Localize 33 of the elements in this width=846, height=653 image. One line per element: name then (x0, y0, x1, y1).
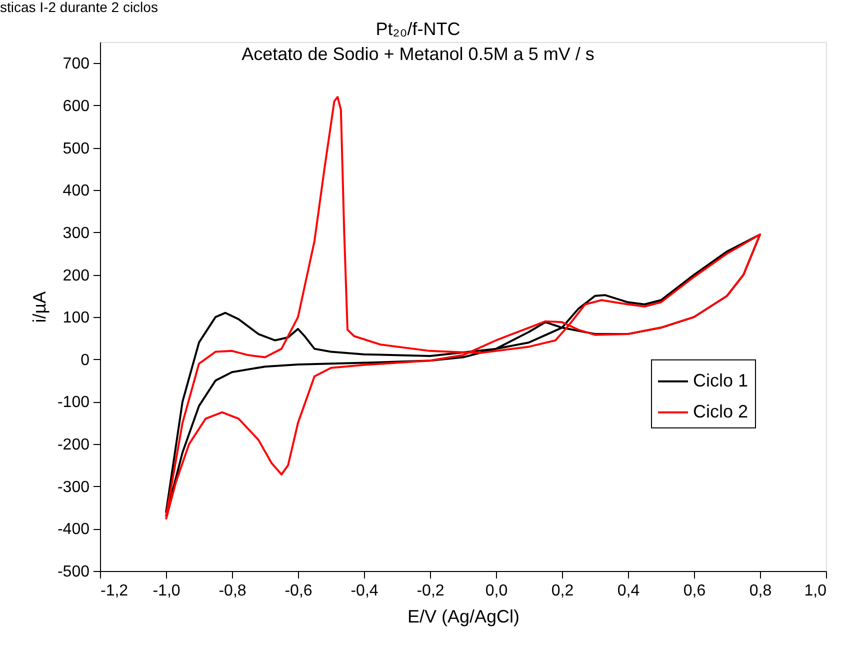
x-tick-label: 0,0 (485, 582, 508, 600)
x-tick-label: 0,4 (617, 582, 640, 600)
legend-label: Ciclo 2 (693, 401, 748, 422)
x-tick-label: -0,2 (416, 582, 444, 600)
line-series (165, 96, 761, 520)
y-tick-label: -100 (57, 394, 90, 412)
x-tick-label: -0,4 (350, 582, 378, 600)
y-tick-label: -400 (57, 521, 90, 538)
y-tick-label: 300 (62, 224, 90, 242)
x-tick-label: 0,6 (683, 582, 706, 600)
x-tick-label: 0,2 (551, 582, 574, 600)
chart-subtitle: Acetato de Sodio + Metanol 0.5M a 5 mV / s (242, 44, 594, 64)
y-tick-label: 500 (62, 140, 90, 158)
y-tick-label: 0 (80, 352, 90, 369)
x-tick-label: -0,8 (218, 582, 246, 600)
x-tick-label: 0,8 (749, 582, 772, 600)
y-tick-label: -500 (57, 564, 90, 580)
y-tick-label: 200 (62, 267, 90, 284)
x-tick-label: 1,0 (804, 582, 827, 600)
x-tick-label: -1,2 (100, 582, 128, 600)
x-axis-title: E/V (Ag/AgCl) (407, 606, 520, 626)
y-axis-title: i/µA (29, 291, 50, 323)
y-tick-label: -200 (57, 436, 90, 454)
y-tick-label: 100 (62, 310, 90, 327)
y-tick-label: 600 (62, 98, 90, 115)
legend-label: Ciclo 1 (693, 370, 748, 390)
chart-title: Pt₂₀/f-NTC (376, 19, 460, 39)
x-tick-label: -0,6 (284, 582, 312, 600)
y-tick-label: -300 (57, 478, 90, 496)
y-tick-label: 400 (62, 182, 90, 200)
x-tick-label: -1,0 (152, 582, 180, 600)
text: sticas I-2 durante 2 ciclos (0, 0, 158, 15)
y-tick-label: 700 (62, 56, 90, 73)
